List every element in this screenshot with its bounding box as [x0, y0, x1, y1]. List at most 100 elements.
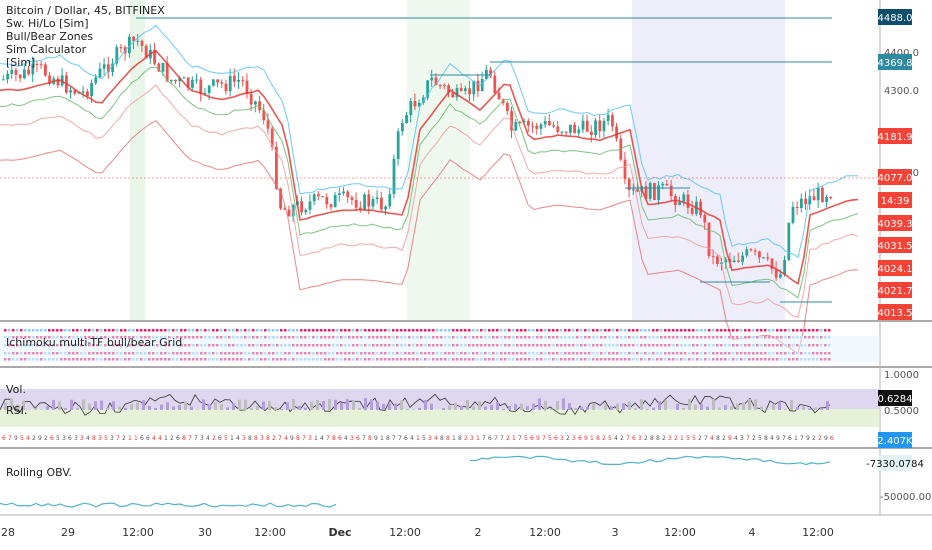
grid-cell — [16, 329, 19, 332]
rsi-tag-label: 0.6284 — [878, 394, 913, 405]
grid-cell — [364, 329, 367, 332]
volume-bar — [502, 408, 505, 410]
candle-body — [455, 88, 459, 98]
count-digit: 7 — [494, 435, 498, 442]
time-tick-label: 12:00 — [389, 526, 421, 539]
candle-body — [291, 205, 295, 217]
obv-line — [0, 502, 337, 508]
count-digit: 2 — [818, 435, 822, 442]
grid-cell — [356, 329, 359, 332]
grid-cell — [336, 329, 339, 332]
grid-cell — [576, 329, 579, 332]
volume-bar — [742, 402, 745, 410]
grid-cell — [664, 329, 667, 332]
candle-body — [384, 206, 387, 210]
candle-body — [556, 126, 560, 133]
volume-bar — [208, 404, 211, 410]
grid-cell — [248, 329, 251, 332]
indicator-swing[interactable]: Sw. Hi/Lo [Sim] — [6, 17, 89, 30]
volume-bar — [664, 400, 667, 410]
grid-cell — [792, 329, 795, 332]
count-digit: 1 — [512, 435, 516, 442]
candle-body — [829, 196, 833, 198]
grid-cell — [552, 329, 555, 332]
indicator-zones[interactable]: Bull/Bear Zones — [6, 30, 94, 43]
grid-cell — [628, 329, 631, 332]
price-tag-label: 4013.5 — [878, 308, 913, 319]
price-tag: 4488.0 — [878, 9, 913, 25]
candle-body — [472, 80, 476, 95]
volume-bar — [466, 400, 469, 410]
candle-body — [14, 69, 18, 75]
count-digit: 2 — [272, 435, 276, 442]
grid-cell — [212, 329, 215, 332]
rsi-tag: 0.6284 — [878, 390, 913, 406]
count-digit: 5 — [758, 435, 762, 442]
grid-cell — [708, 329, 711, 332]
count-digit: 8 — [656, 435, 660, 442]
count-digit: 7 — [8, 435, 12, 442]
price-tag: 4369.8 — [878, 54, 913, 70]
candle-body — [401, 123, 404, 132]
grid-cell — [436, 329, 439, 332]
grid-cell — [428, 329, 431, 332]
grid-cell — [752, 329, 755, 332]
price-tag-label: 4031.5 — [878, 241, 913, 252]
grid-cell — [524, 329, 527, 332]
count-digit: 1 — [476, 435, 480, 442]
time-tick-label: 12:00 — [664, 526, 696, 539]
candle-body — [699, 201, 702, 215]
count-digit: 2 — [698, 435, 702, 442]
grid-cell — [176, 329, 179, 332]
grid-cell — [352, 329, 355, 332]
grid-cell — [564, 329, 567, 332]
volume-bar — [496, 401, 499, 410]
count-digit: 5 — [422, 435, 426, 442]
grid-cell — [96, 329, 99, 332]
grid-cell — [196, 329, 199, 332]
count-digit: 3 — [260, 435, 264, 442]
price-tag: 4031.5 — [878, 237, 913, 253]
span-a-line — [0, 66, 859, 299]
grid-cell — [716, 329, 719, 332]
volume-bar — [706, 406, 709, 410]
count-digit: 2 — [602, 435, 606, 442]
grid-cell — [308, 329, 311, 332]
indicator-sim[interactable]: [Sim] — [6, 56, 36, 69]
candle-body — [191, 79, 194, 88]
candle-body — [791, 206, 795, 223]
volume-bar — [652, 407, 655, 410]
grid-cell — [452, 329, 455, 332]
count-digit: 5 — [608, 435, 612, 442]
count-digit: 6 — [632, 435, 636, 442]
grid-cell — [660, 329, 663, 332]
volume-bar — [802, 406, 805, 410]
grid-cell — [296, 329, 299, 332]
candle-body — [648, 182, 652, 199]
indicator-calculator[interactable]: Sim Calculator — [6, 43, 87, 56]
candle-body — [115, 47, 119, 64]
candle-body — [262, 110, 266, 121]
count-digit: 1 — [128, 435, 132, 442]
candle-body — [161, 62, 165, 72]
candle-body — [774, 268, 778, 278]
grid-cell — [744, 329, 747, 332]
volume-bar — [658, 401, 661, 410]
volume-bar — [778, 401, 781, 410]
volume-bar — [130, 404, 133, 410]
grid-cell — [312, 329, 315, 332]
count-digit: 2 — [170, 435, 174, 442]
candle-body — [363, 194, 366, 210]
count-digit: 1 — [590, 435, 594, 442]
count-digit: 7 — [500, 435, 504, 442]
grid-cell — [32, 329, 35, 332]
price-tag-bg — [878, 304, 912, 320]
grid-cell — [76, 329, 79, 332]
grid-cell — [284, 329, 287, 332]
candle-body — [522, 120, 526, 123]
volume-bar — [88, 403, 91, 410]
grid-cell — [244, 329, 247, 332]
volume-bar — [520, 403, 523, 410]
candle-body — [266, 120, 270, 129]
count-digit: 3 — [200, 435, 204, 442]
